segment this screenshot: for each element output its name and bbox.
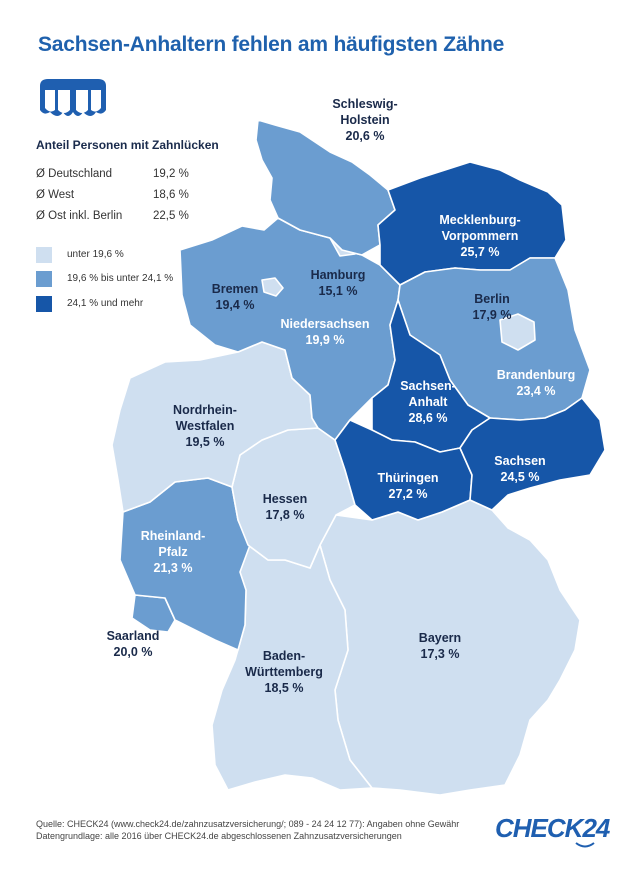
region-label: Baden- Württemberg 18,5 % bbox=[245, 649, 323, 695]
region-value: 20,6 % bbox=[346, 129, 385, 143]
average-value: 22,5 % bbox=[153, 210, 189, 222]
region-label: Niedersachsen 19,9 % bbox=[281, 317, 370, 347]
region-label: Hessen 17,8 % bbox=[263, 492, 307, 522]
region-name: Holstein bbox=[340, 113, 389, 127]
region-value: 23,4 % bbox=[517, 384, 556, 398]
page-title: Sachsen-Anhaltern fehlen am häufigsten Z… bbox=[38, 33, 505, 56]
average-value: 19,2 % bbox=[153, 168, 189, 180]
region-name: Hamburg bbox=[311, 268, 366, 282]
average-label: Ø Ost inkl. Berlin bbox=[36, 210, 123, 222]
region-name: Rheinland- bbox=[141, 529, 206, 543]
region-label: Saarland 20,0 % bbox=[107, 629, 160, 659]
region-label: Sachsen- Anhalt 28,6 % bbox=[400, 379, 456, 425]
legend-swatch bbox=[36, 296, 52, 312]
region-label: Sachsen 24,5 % bbox=[494, 454, 545, 484]
footer-basis: Datengrundlage: alle 2016 über CHECK24.d… bbox=[36, 831, 402, 841]
region-label: Berlin 17,9 % bbox=[473, 292, 512, 322]
region-value: 28,6 % bbox=[409, 411, 448, 425]
region-berlin[interactable] bbox=[499, 313, 536, 351]
legend-swatch bbox=[36, 247, 52, 263]
region-name: Pfalz bbox=[158, 545, 187, 559]
region-value: 24,5 % bbox=[501, 470, 540, 484]
legend-label: unter 19,6 % bbox=[67, 249, 124, 260]
region-label: Hamburg 15,1 % bbox=[311, 268, 366, 298]
logo-swoosh-icon bbox=[575, 842, 595, 848]
region-value: 19,4 % bbox=[216, 298, 255, 312]
region-name: Sachsen bbox=[494, 454, 545, 468]
average-label: Ø West bbox=[36, 189, 75, 201]
region-name: Baden- bbox=[263, 649, 305, 663]
region-name: Bremen bbox=[212, 282, 259, 296]
region-value: 15,1 % bbox=[319, 284, 358, 298]
region-value: 20,0 % bbox=[114, 645, 153, 659]
region-label: Mecklenburg- Vorpommern 25,7 % bbox=[439, 213, 520, 259]
region-name: Berlin bbox=[474, 292, 509, 306]
region-value: 17,9 % bbox=[473, 308, 512, 322]
region-name: Thüringen bbox=[377, 471, 438, 485]
region-sachsen[interactable] bbox=[459, 397, 606, 511]
region-value: 17,8 % bbox=[266, 508, 305, 522]
region-name: Württemberg bbox=[245, 665, 323, 679]
region-name: Vorpommern bbox=[442, 229, 519, 243]
region-bremen[interactable] bbox=[261, 277, 284, 297]
region-name: Bayern bbox=[419, 631, 461, 645]
region-value: 19,5 % bbox=[186, 435, 225, 449]
region-label: Bayern 17,3 % bbox=[419, 631, 461, 661]
region-name: Saarland bbox=[107, 629, 160, 643]
average-value: 18,6 % bbox=[153, 189, 189, 201]
check24-logo[interactable]: CHECK24 bbox=[495, 813, 610, 843]
legend-label: 19,6 % bis unter 24,1 % bbox=[67, 273, 174, 284]
region-label: Nordrhein- Westfalen 19,5 % bbox=[173, 403, 237, 449]
region-label: Bremen 19,4 % bbox=[212, 282, 259, 312]
footer-source: Quelle: CHECK24 (www.check24.de/zahnzusa… bbox=[36, 819, 460, 829]
region-value: 17,3 % bbox=[421, 647, 460, 661]
region-name: Niedersachsen bbox=[281, 317, 370, 331]
subtitle: Anteil Personen mit Zahnlücken bbox=[36, 138, 219, 152]
region-value: 25,7 % bbox=[461, 245, 500, 259]
region-label: Rheinland- Pfalz 21,3 % bbox=[141, 529, 206, 575]
region-value: 19,9 % bbox=[306, 333, 345, 347]
footer: Quelle: CHECK24 (www.check24.de/zahnzusa… bbox=[36, 818, 459, 842]
region-name: Schleswig- bbox=[332, 97, 397, 111]
region-name: Brandenburg bbox=[497, 368, 575, 382]
region-name: Westfalen bbox=[176, 419, 235, 433]
region-value: 27,2 % bbox=[389, 487, 428, 501]
average-label: Ø Deutschland bbox=[36, 168, 113, 180]
region-schleswig-holstein[interactable] bbox=[255, 119, 396, 256]
region-value: 21,3 % bbox=[154, 561, 193, 575]
region-name: Anhalt bbox=[409, 395, 449, 409]
region-name: Mecklenburg- bbox=[439, 213, 520, 227]
region-label: Schleswig- Holstein 20,6 % bbox=[332, 97, 397, 143]
region-name: Hessen bbox=[263, 492, 307, 506]
region-label: Thüringen 27,2 % bbox=[377, 471, 438, 501]
legend-swatch bbox=[36, 271, 52, 287]
teeth-icon bbox=[40, 79, 106, 116]
region-label: Brandenburg 23,4 % bbox=[497, 368, 575, 398]
region-name: Sachsen- bbox=[400, 379, 456, 393]
region-value: 18,5 % bbox=[265, 681, 304, 695]
legend-label: 24,1 % und mehr bbox=[67, 298, 144, 309]
region-name: Nordrhein- bbox=[173, 403, 237, 417]
